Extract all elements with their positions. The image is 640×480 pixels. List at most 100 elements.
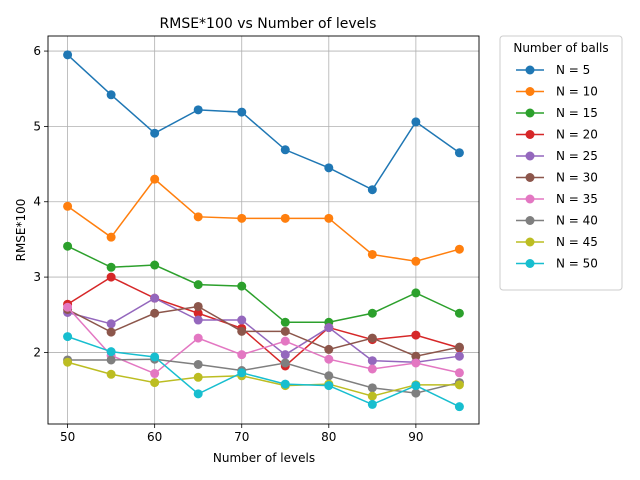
- data-point: [280, 317, 290, 327]
- data-point: [150, 308, 160, 318]
- series: [63, 332, 464, 412]
- data-point: [324, 344, 334, 354]
- data-point: [63, 302, 73, 312]
- x-axis-label: Number of levels: [213, 451, 315, 465]
- series-line: [67, 245, 460, 324]
- data-point: [150, 128, 160, 138]
- data-point: [280, 379, 290, 389]
- legend-swatch-marker: [525, 194, 535, 204]
- x-tick-label: 80: [321, 430, 336, 444]
- legend-label: N = 50: [556, 257, 598, 271]
- data-point: [454, 342, 464, 352]
- x-tick-label: 60: [147, 430, 162, 444]
- legend-swatch-marker: [525, 108, 535, 118]
- x-tick-label: 50: [60, 430, 75, 444]
- series-line: [67, 178, 460, 263]
- data-point: [106, 90, 116, 100]
- data-point: [63, 201, 73, 211]
- series-line: [67, 54, 460, 191]
- data-point: [367, 333, 377, 343]
- legend-swatch-marker: [525, 151, 535, 161]
- data-point: [237, 326, 247, 336]
- legend-swatch-marker: [525, 237, 535, 247]
- y-tick-label: 2: [33, 345, 41, 359]
- y-tick-label: 4: [33, 195, 41, 209]
- data-point: [367, 391, 377, 401]
- data-point: [193, 308, 203, 318]
- data-point: [280, 336, 290, 346]
- legend-label: N = 15: [556, 106, 598, 120]
- data-point: [411, 358, 421, 368]
- data-point: [367, 356, 377, 366]
- data-point: [454, 148, 464, 158]
- data-point: [324, 354, 334, 364]
- data-point: [63, 357, 73, 367]
- legend-item: N = 15: [516, 106, 598, 120]
- data-point: [411, 388, 421, 398]
- legend-swatch-marker: [525, 216, 535, 225]
- data-point: [106, 347, 116, 357]
- data-point: [454, 368, 464, 378]
- y-tick-label: 6: [33, 44, 41, 58]
- data-point: [193, 105, 203, 115]
- ticks: 50 60 70 80 90 2 3 4 5 6: [33, 44, 423, 444]
- legend-item: N = 40: [516, 214, 598, 228]
- data-point: [280, 145, 290, 155]
- data-point: [193, 372, 203, 382]
- y-tick-label: 3: [33, 270, 41, 284]
- data-point: [150, 369, 160, 379]
- data-point: [454, 308, 464, 318]
- series-line: [67, 361, 460, 397]
- data-point: [193, 389, 203, 399]
- data-point: [411, 117, 421, 127]
- data-point: [193, 315, 203, 325]
- legend-swatch-marker: [525, 259, 535, 268]
- legend: Number of balls N = 5 N = 10 N = 15 N = 20 N…: [499, 35, 623, 291]
- chart-title: RMSE*100 vs Number of levels: [160, 16, 377, 32]
- legend-label: N = 40: [556, 214, 598, 228]
- series: [63, 241, 464, 327]
- legend-item: N = 10: [516, 85, 598, 99]
- data-point: [150, 174, 160, 184]
- data-point: [193, 359, 203, 369]
- data-point: [237, 368, 247, 378]
- legend-item: N = 45: [516, 235, 598, 249]
- data-point: [367, 249, 377, 259]
- data-point: [193, 212, 203, 222]
- series-line: [67, 306, 460, 375]
- data-point: [454, 402, 464, 412]
- data-point: [193, 333, 203, 343]
- data-point: [280, 350, 290, 360]
- series: [63, 50, 464, 195]
- series-line: [67, 305, 460, 357]
- data-point: [454, 244, 464, 254]
- x-tick-label: 90: [408, 430, 423, 444]
- y-axis-label: RMSE*100: [14, 199, 28, 262]
- legend-label: N = 35: [556, 192, 598, 206]
- plot-frame: [47, 35, 480, 425]
- legend-title: Number of balls: [513, 41, 608, 55]
- data-point: [324, 163, 334, 173]
- legend-item: N = 30: [516, 171, 598, 185]
- data-point: [193, 280, 203, 290]
- data-point: [237, 107, 247, 117]
- data-point: [324, 381, 334, 391]
- data-point: [411, 256, 421, 266]
- legend-item: N = 5: [516, 63, 590, 77]
- data-point: [106, 327, 116, 337]
- data-point: [411, 288, 421, 298]
- data-point: [63, 50, 73, 60]
- data-point: [367, 399, 377, 409]
- y-tick-label: 5: [33, 119, 41, 133]
- data-point: [367, 383, 377, 393]
- legend-label: N = 10: [556, 85, 598, 99]
- data-point: [106, 319, 116, 329]
- x-tick-label: 70: [234, 430, 249, 444]
- data-point: [150, 260, 160, 270]
- legend-swatch-marker: [525, 65, 535, 75]
- data-point: [237, 350, 247, 360]
- legend-item: N = 20: [516, 128, 598, 142]
- legend-item: N = 35: [516, 192, 598, 206]
- data-point: [106, 355, 116, 365]
